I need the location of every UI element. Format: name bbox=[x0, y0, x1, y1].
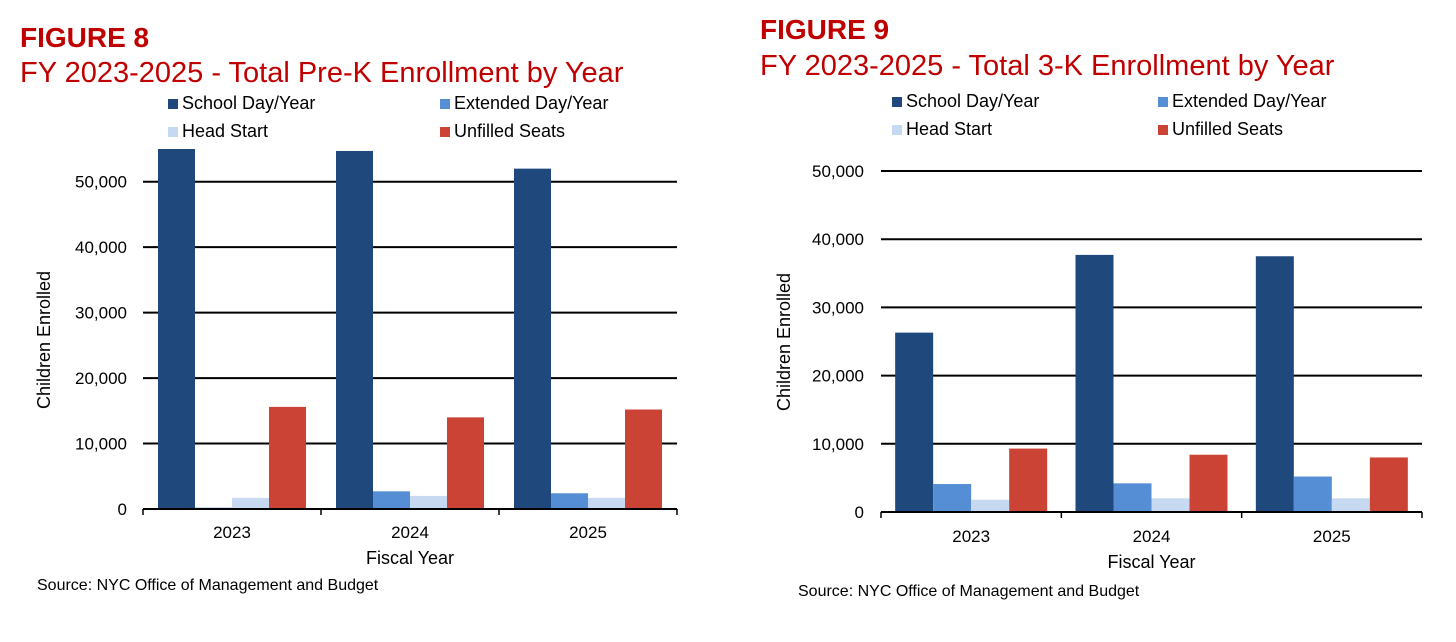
legend-item-extended-day: Extended Day/Year bbox=[1158, 91, 1326, 112]
chart-plot: 0 10,000 20,000 30,000 40,000 50,000 2023 2024 2… bbox=[774, 162, 1423, 572]
chart-title: FY 2023-2025 - Total 3-K Enrollment by Y… bbox=[760, 50, 1335, 82]
legend-label: Unfilled Seats bbox=[1172, 119, 1284, 139]
bar-2025-3 bbox=[1369, 457, 1408, 512]
x-axis-title: Fiscal Year bbox=[366, 548, 454, 568]
bar-2023-3 bbox=[269, 406, 306, 509]
legend-label: Unfilled Seats bbox=[454, 121, 566, 141]
y-tick-label: 30,000 bbox=[812, 298, 864, 317]
bar-2023-2 bbox=[971, 499, 1010, 512]
legend-label: School Day/Year bbox=[906, 91, 1040, 111]
legend-label: Extended Day/Year bbox=[1172, 91, 1327, 111]
figure-label: FIGURE 9 bbox=[760, 14, 890, 45]
bar-2023-0 bbox=[895, 332, 934, 512]
legend-label: Head Start bbox=[182, 121, 269, 141]
bar-2024-0 bbox=[1075, 254, 1114, 513]
x-axis-title: Fiscal Year bbox=[1107, 552, 1195, 572]
legend-item-head-start: Head Start bbox=[892, 119, 992, 140]
bar-2025-3 bbox=[625, 409, 662, 509]
y-axis-title: Children Enrolled bbox=[774, 273, 794, 411]
x-tick-label: 2023 bbox=[213, 523, 251, 542]
y-tick-label: 0 bbox=[855, 503, 864, 522]
y-axis-title: Children Enrolled bbox=[34, 271, 54, 409]
y-tick-label: 0 bbox=[118, 500, 127, 519]
legend-label: Extended Day/Year bbox=[454, 93, 609, 113]
y-tick-label: 20,000 bbox=[75, 369, 127, 388]
legend-item-school-day: School Day/Year bbox=[892, 91, 1039, 112]
legend-swatch-extended-day bbox=[440, 98, 450, 109]
bar-2024-3 bbox=[1189, 454, 1228, 512]
y-tick-label: 10,000 bbox=[75, 435, 127, 454]
y-tick-label: 30,000 bbox=[75, 304, 127, 323]
chart-title: FY 2023-2025 - Total Pre-K Enrollment by… bbox=[20, 57, 624, 89]
legend-item-head-start: Head Start bbox=[168, 121, 268, 142]
figure-8: FIGURE 8 FY 2023-2025 - Total Pre-K Enro… bbox=[20, 22, 678, 594]
source-note: Source: NYC Office of Management and Bud… bbox=[37, 577, 379, 594]
bar-2024-2 bbox=[1151, 498, 1190, 512]
legend-swatch-unfilled-seats bbox=[1158, 124, 1168, 135]
bar-2024-1 bbox=[1113, 483, 1152, 512]
legend-item-extended-day: Extended Day/Year bbox=[440, 93, 608, 114]
legend-swatch-unfilled-seats bbox=[440, 126, 450, 137]
legend-item-unfilled-seats: Unfilled Seats bbox=[440, 121, 565, 142]
bar-2025-2 bbox=[588, 497, 625, 509]
source-note: Source: NYC Office of Management and Bud… bbox=[798, 583, 1140, 600]
bar-2025-2 bbox=[1331, 498, 1370, 512]
legend-swatch-school-day bbox=[892, 96, 902, 107]
chart-plot: 0 10,000 20,000 30,000 40,000 50,000 2023 2024 2… bbox=[34, 149, 678, 568]
bar-2023-1 bbox=[933, 484, 972, 512]
legend-label: School Day/Year bbox=[182, 93, 316, 113]
legend-swatch-head-start bbox=[168, 126, 178, 137]
bar-2023-0 bbox=[158, 149, 195, 509]
bar-2025-0 bbox=[514, 168, 551, 510]
legend-label: Head Start bbox=[906, 119, 993, 139]
figure-9: FIGURE 9 FY 2023-2025 - Total 3-K Enroll… bbox=[728, 0, 1456, 642]
y-tick-label: 50,000 bbox=[812, 162, 864, 181]
bar-2024-3 bbox=[447, 417, 484, 509]
figure-label: FIGURE 8 bbox=[20, 22, 150, 53]
bar-2023-3 bbox=[1009, 448, 1048, 512]
x-tick-label: 2025 bbox=[1313, 527, 1351, 546]
legend-swatch-head-start bbox=[892, 124, 902, 135]
x-tick-label: 2025 bbox=[569, 523, 607, 542]
bar-2024-2 bbox=[410, 495, 447, 509]
bar-2025-0 bbox=[1255, 256, 1294, 512]
y-tick-label: 40,000 bbox=[812, 230, 864, 249]
legend-swatch-extended-day bbox=[1158, 96, 1168, 107]
y-tick-label: 20,000 bbox=[812, 367, 864, 386]
bar-2025-1 bbox=[551, 493, 588, 509]
legend-item-school-day: School Day/Year bbox=[168, 93, 315, 114]
y-tick-label: 10,000 bbox=[812, 435, 864, 454]
legend-swatch-school-day bbox=[168, 98, 178, 109]
y-tick-label: 40,000 bbox=[75, 238, 127, 257]
x-tick-label: 2024 bbox=[391, 523, 429, 542]
bar-2024-1 bbox=[373, 491, 410, 509]
x-tick-label: 2023 bbox=[952, 527, 990, 546]
legend-item-unfilled-seats: Unfilled Seats bbox=[1158, 119, 1283, 140]
y-tick-label: 50,000 bbox=[75, 173, 127, 192]
x-tick-label: 2024 bbox=[1133, 527, 1171, 546]
bar-2024-0 bbox=[336, 150, 373, 510]
bar-2025-1 bbox=[1293, 476, 1332, 512]
bar-2023-2 bbox=[232, 497, 269, 509]
